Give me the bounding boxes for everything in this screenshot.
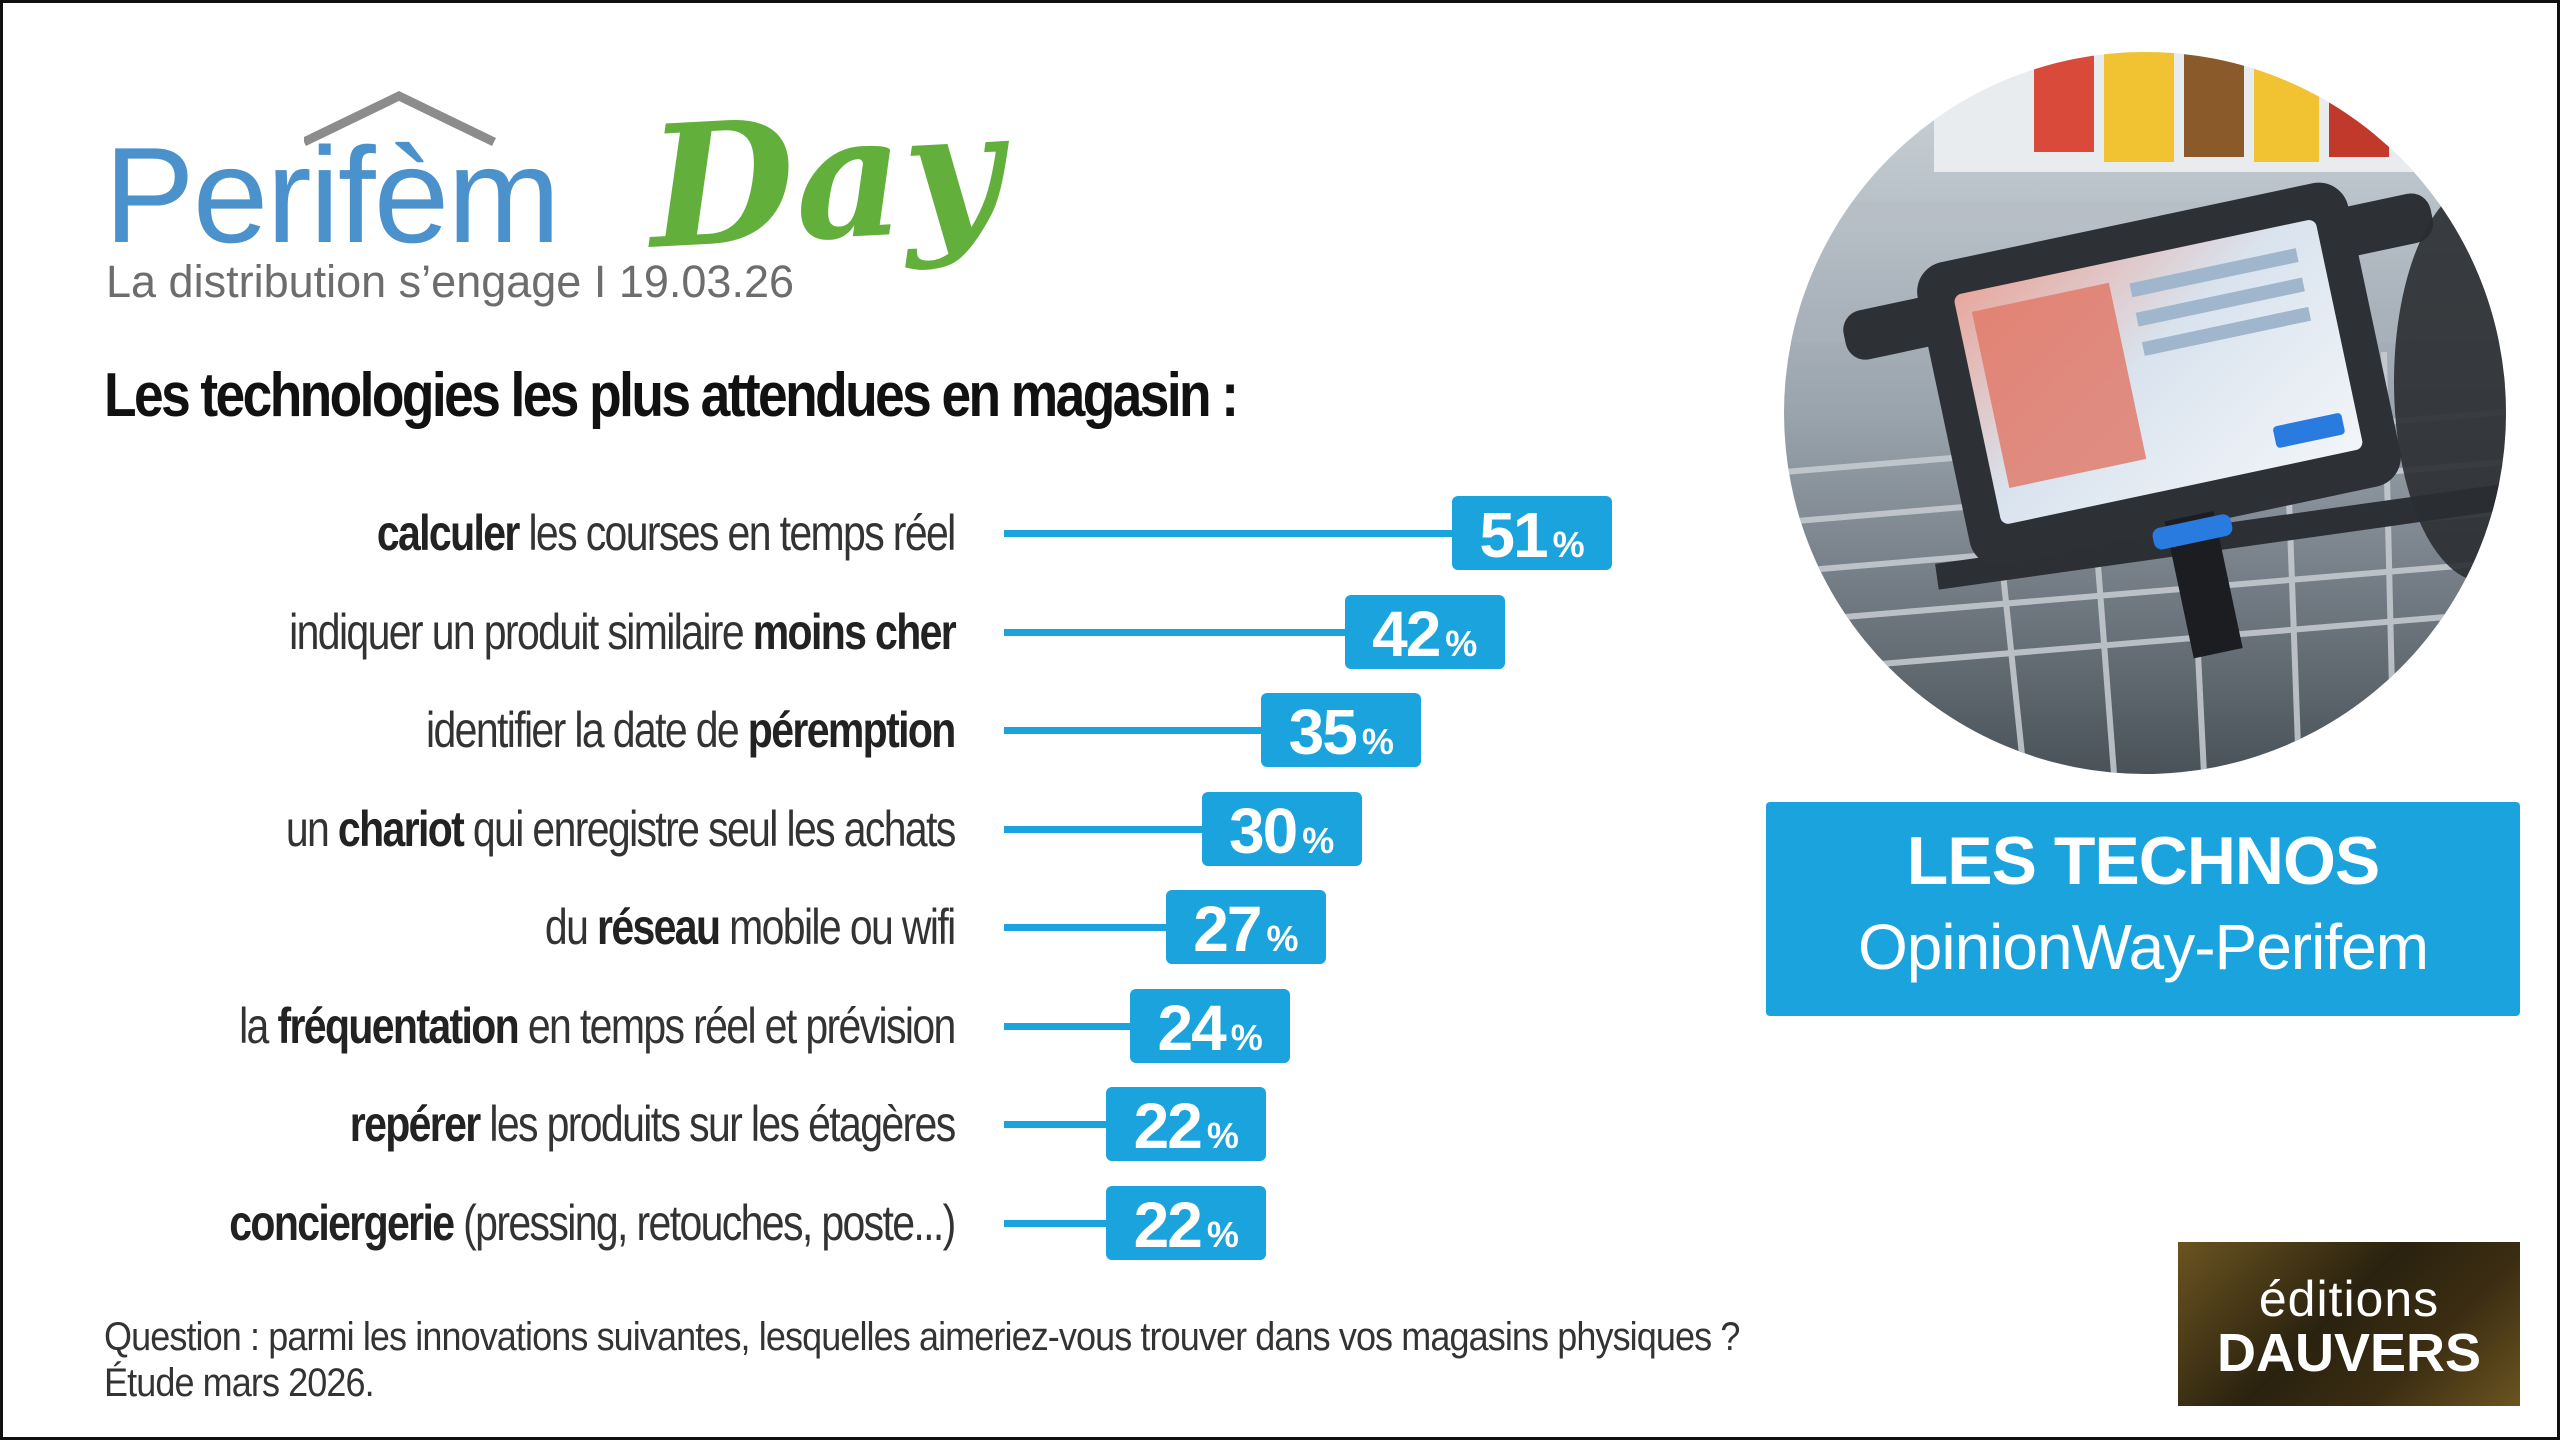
editions-dauvers-logo: éditions DAUVERS (2178, 1242, 2520, 1406)
logo-day-word: Day (644, 70, 1007, 287)
survey-question: Question : parmi les innovations suivant… (104, 1315, 1740, 1359)
logo-tagline: La distribution s’engage I 19.03.26 (106, 256, 795, 307)
footnote: Question : parmi les innovations suivant… (104, 1314, 1740, 1406)
publisher-line1: éditions (2258, 1271, 2440, 1327)
publisher-line2: DAUVERS (2216, 1323, 2482, 1383)
technos-title: LES TECHNOS (1906, 823, 2381, 899)
technos-subtitle: OpinionWay-Perifem (1857, 911, 2429, 983)
technos-banner: LES TECHNOS OpinionWay-Perifem (1766, 802, 2520, 1016)
chart-title: Les technologies les plus attendues en m… (104, 361, 1239, 430)
logo-perifem-word: Perifèm (104, 119, 561, 271)
roof-icon (304, 91, 496, 147)
study-date: Étude mars 2026. (104, 1361, 375, 1405)
perifem-day-logo: Perifèm Day La distribution s’engage I 1… (104, 71, 1006, 330)
shopping-cart-tablet-photo (1784, 52, 2506, 774)
